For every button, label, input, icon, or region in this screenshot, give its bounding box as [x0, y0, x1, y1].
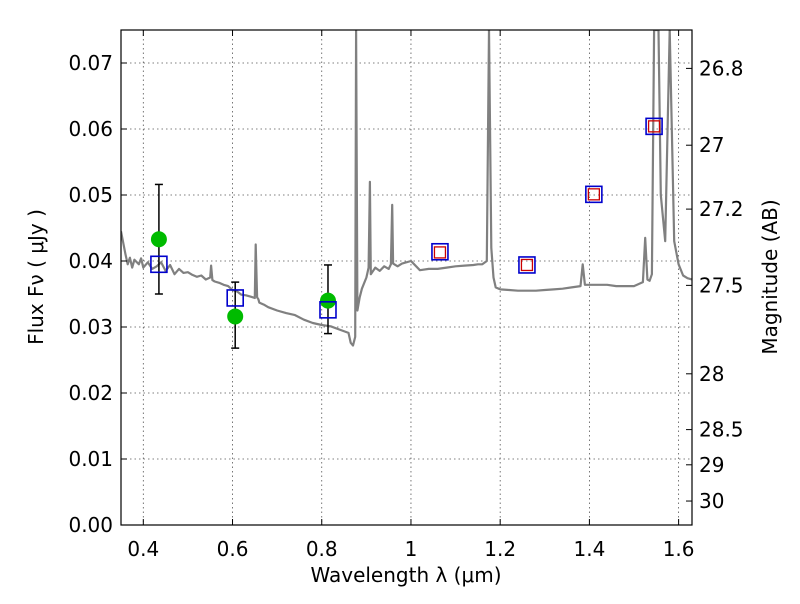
x-tick-label: 1.4: [573, 537, 605, 561]
model-phot-marker: [150, 255, 168, 274]
y2-axis-label: Magnitude (AB): [758, 199, 782, 354]
grid: [121, 30, 692, 525]
y-axis-label: Flux Fν ( μJy ): [24, 209, 48, 345]
synthetic-phot-marker: [647, 120, 661, 133]
axis-ticks: 0.4 0.6 0.8 1 1.2 1.4 1.6 0.00 0.01 0.02 0.03 0.04 0…: [68, 30, 744, 561]
x-tick-label: 1: [405, 537, 418, 561]
mag-tick-label: 28: [699, 362, 724, 386]
model-spectrum: [121, 30, 692, 347]
mag-tick-label: 29: [699, 453, 724, 477]
x-tick-label: 1.6: [663, 537, 695, 561]
y-tick-label: 0.03: [68, 315, 113, 339]
y-tick-label: 0.06: [68, 117, 113, 141]
mag-tick-label: 27.5: [699, 273, 744, 297]
synthetic-phot-marker: [587, 188, 601, 201]
x-tick-label: 0.4: [127, 537, 159, 561]
synthetic-phot-marker: [433, 246, 447, 259]
y-tick-label: 0.02: [68, 381, 113, 405]
model-phot-marker: [645, 117, 663, 136]
y-tick-label: 0.07: [68, 51, 113, 75]
mag-tick-label: 26.8: [699, 56, 744, 80]
model-phot-marker: [226, 289, 244, 307]
x-tick-label: 0.6: [217, 537, 249, 561]
model-phot-marker: [319, 301, 337, 319]
synthetic-phot-marker: [520, 258, 534, 272]
mag-tick-label: 27: [699, 133, 724, 157]
mag-tick-label: 30: [699, 489, 724, 513]
spectrum-line: [121, 30, 692, 347]
model-phot-marker: [431, 242, 449, 261]
x-tick-label: 0.8: [306, 537, 338, 561]
y-tick-label: 0.04: [68, 249, 113, 273]
y-tick-label: 0.01: [68, 447, 113, 471]
observed-point: [150, 231, 167, 248]
mag-tick-label: 27.2: [699, 197, 744, 221]
observed-points: [150, 231, 336, 325]
plot-frame: [120, 29, 693, 526]
synthetic-photometry-markers: [433, 120, 661, 272]
mag-tick-label: 28.5: [699, 418, 744, 442]
y-tick-label: 0.00: [68, 513, 113, 537]
plot-background: [121, 30, 692, 525]
model-phot-marker: [518, 256, 536, 274]
observed-point: [319, 292, 336, 309]
x-tick-label: 1.2: [484, 537, 516, 561]
y-tick-label: 0.05: [68, 183, 113, 207]
observed-point: [227, 308, 244, 325]
x-axis-label: Wavelength λ (μm): [310, 563, 501, 587]
model-photometry-markers: [150, 117, 663, 319]
model-phot-marker: [585, 185, 603, 204]
